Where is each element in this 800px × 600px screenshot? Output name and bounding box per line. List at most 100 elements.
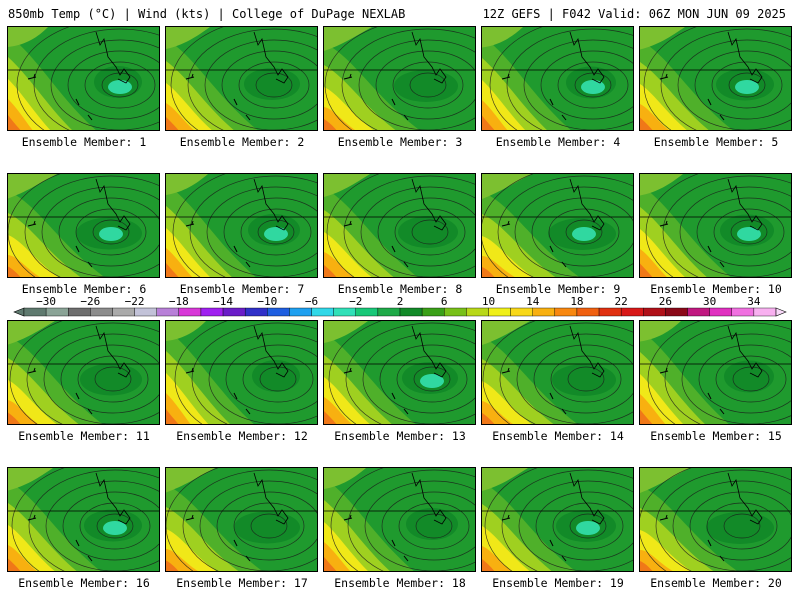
member-label: Ensemble Member: 1	[21, 135, 147, 149]
member-label: Ensemble Member: 4	[495, 135, 621, 149]
colorbar-swatch	[532, 307, 556, 317]
temperature-map	[482, 468, 633, 571]
temperature-map	[640, 27, 791, 130]
member-label: Ensemble Member: 5	[653, 135, 779, 149]
ensemble-map-panel	[639, 467, 792, 572]
temperature-map	[324, 321, 475, 424]
ensemble-map-panel	[323, 467, 476, 572]
colorbar-swatch	[289, 307, 312, 317]
member-label: Ensemble Member: 2	[179, 135, 305, 149]
ensemble-map-panel	[639, 26, 792, 131]
header-valid-time: 12Z GEFS | F042 Valid: 06Z MON JUN 09 20…	[482, 7, 786, 21]
colorbar-swatch	[244, 307, 268, 317]
colorbar-swatch	[68, 307, 91, 317]
ensemble-map-panel	[7, 467, 160, 572]
ensemble-map-panel	[481, 467, 634, 572]
temperature-map	[640, 468, 791, 571]
temperature-map	[324, 468, 475, 571]
colorbar-swatch	[267, 307, 290, 317]
colorbar-swatch	[377, 307, 401, 317]
ensemble-map-panel	[639, 173, 792, 278]
temperature-map	[8, 468, 159, 571]
colorbar-swatch	[333, 307, 356, 317]
colorbar-swatch	[222, 307, 246, 317]
colorbar-swatch	[576, 307, 600, 317]
colorbar-swatch	[510, 307, 533, 317]
temperature-map	[166, 321, 317, 424]
colorbar-tick-label: −6	[305, 296, 318, 308]
member-label: Ensemble Member: 8	[337, 282, 463, 296]
colorbar-tick-label: −10	[257, 296, 277, 308]
colorbar-max-arrow	[775, 307, 787, 317]
ensemble-map-panel	[481, 320, 634, 425]
colorbar-swatch	[45, 307, 69, 317]
member-label: Ensemble Member: 7	[179, 282, 305, 296]
ensemble-map-panel	[7, 26, 160, 131]
member-label: Ensemble Member: 20	[650, 576, 782, 590]
ensemble-map-panel	[7, 320, 160, 425]
member-label: Ensemble Member: 18	[334, 576, 466, 590]
temperature-map	[166, 27, 317, 130]
colorbar-swatch	[156, 307, 180, 317]
member-label: Ensemble Member: 10	[650, 282, 782, 296]
colorbar-tick-label: 10	[482, 296, 495, 308]
colorbar-swatch	[399, 307, 423, 317]
colorbar-swatch	[554, 307, 578, 317]
ensemble-map-panel	[165, 173, 318, 278]
colorbar-swatch	[90, 307, 113, 317]
colorbar-swatch	[687, 307, 710, 317]
temperature-map	[482, 321, 633, 424]
member-label: Ensemble Member: 19	[492, 576, 624, 590]
colorbar-tick-label: 14	[526, 296, 540, 308]
ensemble-map-panel	[165, 320, 318, 425]
colorbar-swatch	[23, 307, 47, 317]
colorbar-min-arrow	[13, 307, 25, 317]
member-label: Ensemble Member: 13	[334, 429, 466, 443]
colorbar-tick-label: 6	[441, 296, 448, 308]
temperature-map	[482, 27, 633, 130]
member-label: Ensemble Member: 17	[176, 576, 308, 590]
temperature-map	[640, 321, 791, 424]
colorbar-swatch	[598, 307, 622, 317]
temperature-map	[8, 174, 159, 277]
colorbar-tick-label: −14	[213, 296, 233, 308]
colorbar-tick-label: 2	[397, 296, 404, 308]
member-label: Ensemble Member: 16	[18, 576, 150, 590]
member-label: Ensemble Member: 9	[495, 282, 621, 296]
ensemble-map-panel	[639, 320, 792, 425]
colorbar-tick-label: 34	[747, 296, 761, 308]
member-label: Ensemble Member: 15	[650, 429, 782, 443]
colorbar-swatch	[178, 307, 202, 317]
colorbar-swatch	[620, 307, 644, 317]
ensemble-map-panel	[165, 467, 318, 572]
colorbar-swatch	[643, 307, 666, 317]
header-title: 850mb Temp (°C) | Wind (kts) | College o…	[8, 7, 406, 21]
temperature-map	[640, 174, 791, 277]
colorbar-tick-label: −22	[125, 296, 145, 308]
member-label: Ensemble Member: 14	[492, 429, 624, 443]
colorbar-tick-label: 22	[615, 296, 628, 308]
colorbar-swatch	[731, 307, 755, 317]
temperature-map	[166, 174, 317, 277]
colorbar-swatch	[444, 307, 467, 317]
colorbar-swatch	[355, 307, 379, 317]
temperature-map	[482, 174, 633, 277]
colorbar-swatch	[134, 307, 157, 317]
temperature-map	[166, 468, 317, 571]
colorbar-swatch	[200, 307, 224, 317]
member-label: Ensemble Member: 12	[176, 429, 308, 443]
colorbar-swatch	[466, 307, 489, 317]
member-label: Ensemble Member: 6	[21, 282, 147, 296]
colorbar-tick-label: −18	[169, 296, 189, 308]
colorbar-tick-label: −2	[349, 296, 362, 308]
colorbar-swatch	[112, 307, 135, 317]
temperature-map	[324, 27, 475, 130]
ensemble-map-panel	[165, 26, 318, 131]
ensemble-map-panel	[323, 26, 476, 131]
colorbar-tick-label: 30	[703, 296, 716, 308]
colorbar-swatch	[311, 307, 334, 317]
temperature-map	[8, 321, 159, 424]
temperature-map	[324, 174, 475, 277]
colorbar-swatch	[665, 307, 688, 317]
temperature-map	[8, 27, 159, 130]
